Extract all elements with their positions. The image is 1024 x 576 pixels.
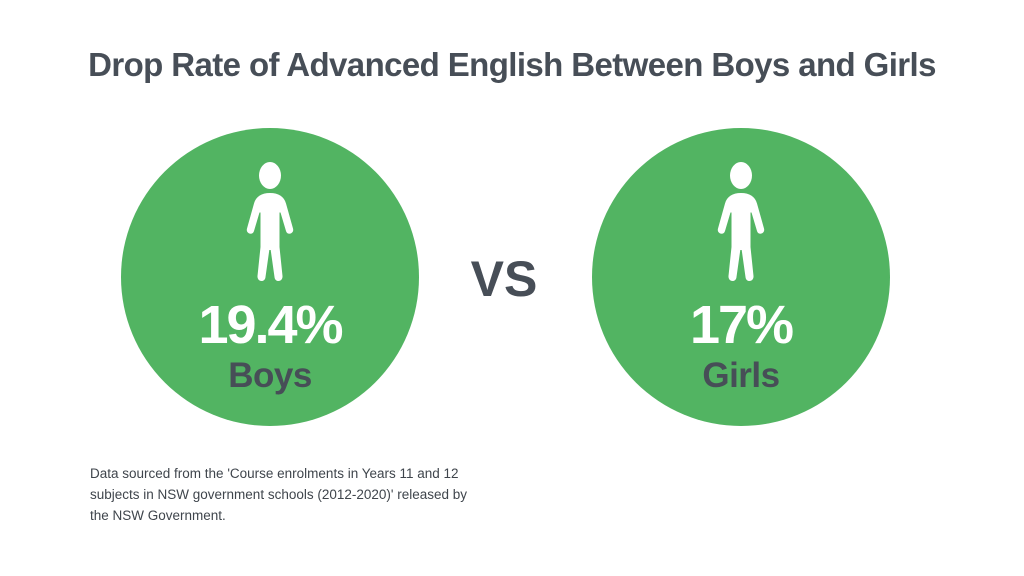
girls-person-icon: [717, 162, 765, 282]
source-note: Data sourced from the 'Course enrolments…: [90, 466, 468, 523]
girls-label: Girls: [702, 356, 780, 395]
vs-label: VS: [470, 251, 538, 307]
boys-person-icon: [246, 162, 294, 282]
boys-stat-circle: 19.4% Boys: [121, 128, 419, 426]
page-title: Drop Rate of Advanced English Between Bo…: [88, 46, 936, 83]
girls-stat-circle: 17% Girls: [592, 128, 890, 426]
boys-label: Boys: [228, 356, 312, 395]
girls-value: 17%: [689, 295, 794, 355]
boys-value: 19.4%: [198, 295, 343, 355]
